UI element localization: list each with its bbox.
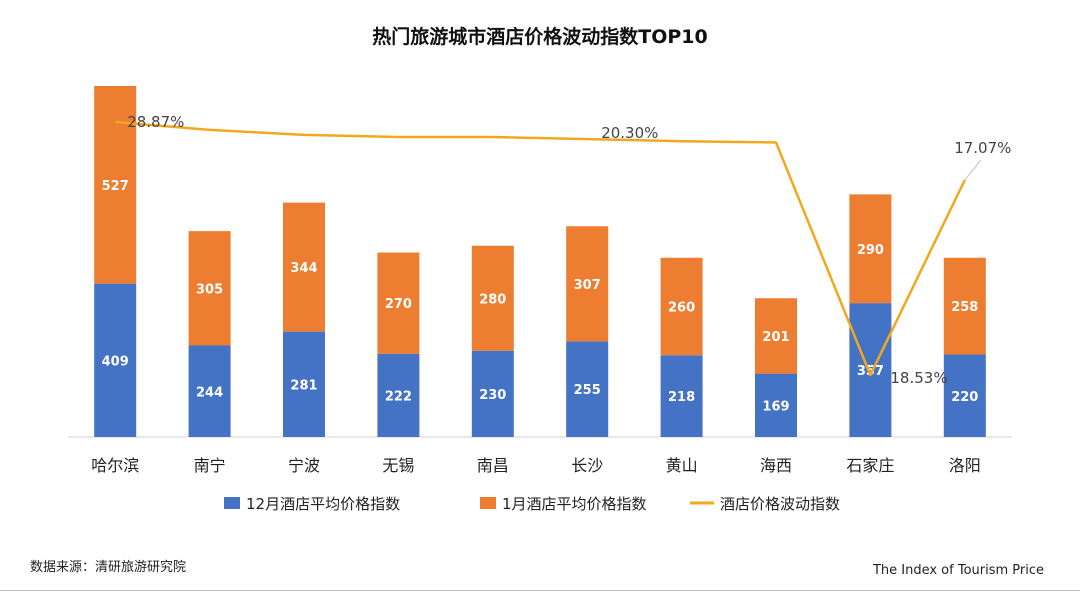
data-label-dec-1: 409 bbox=[102, 354, 129, 369]
bar-dec-8 bbox=[755, 373, 797, 437]
line-label-9: 18.53% bbox=[890, 369, 947, 387]
volatility-line bbox=[115, 120, 966, 377]
data-label-dec-6: 255 bbox=[574, 383, 601, 398]
x-tick-label-4: 无锡 bbox=[382, 456, 414, 475]
legend-swatch-dec bbox=[224, 497, 240, 509]
bar-jan-9 bbox=[849, 194, 892, 304]
x-tick-label-7: 黄山 bbox=[666, 456, 698, 475]
bar-dec-1 bbox=[94, 283, 137, 437]
data-label-dec-5: 230 bbox=[479, 388, 506, 403]
bar-dec-4 bbox=[377, 353, 420, 437]
legend-label-dec: 12月酒店平均价格指数 bbox=[246, 495, 400, 513]
data-label-jan-7: 260 bbox=[668, 301, 695, 316]
data-label-jan-6: 307 bbox=[574, 278, 601, 293]
data-label-dec-8: 169 bbox=[762, 399, 789, 414]
legend-label-jan: 1月酒店平均价格指数 bbox=[502, 495, 647, 513]
bar-dec-10 bbox=[943, 354, 986, 437]
legend-swatch-jan bbox=[480, 497, 496, 509]
footer-divider bbox=[0, 590, 1080, 591]
x-tick-label-5: 南昌 bbox=[477, 456, 509, 475]
data-label-dec-9: 357 bbox=[857, 364, 884, 379]
data-label-jan-4: 270 bbox=[385, 297, 412, 312]
bar-jan-3 bbox=[283, 202, 325, 332]
data-label-jan-8: 201 bbox=[762, 330, 789, 345]
x-tick-label-8: 海西 bbox=[760, 456, 792, 475]
x-tick-label-2: 南宁 bbox=[194, 456, 226, 475]
bar-jan-6 bbox=[566, 226, 609, 342]
bar-dec-3 bbox=[283, 331, 325, 437]
data-label-jan-9: 290 bbox=[857, 243, 884, 258]
bar-dec-5 bbox=[471, 350, 514, 437]
x-tick-label-9: 石家庄 bbox=[846, 456, 894, 475]
bar-jan-1 bbox=[94, 86, 137, 284]
line-label-6: 20.30% bbox=[601, 124, 658, 142]
x-tick-label-10: 洛阳 bbox=[949, 456, 981, 475]
bar-dec-7 bbox=[660, 355, 703, 437]
line-label-10: 17.07% bbox=[954, 139, 1011, 157]
legend-label-volatility: 酒店价格波动指数 bbox=[720, 495, 840, 513]
data-label-dec-3: 281 bbox=[290, 378, 317, 393]
line-label-leader bbox=[964, 159, 982, 181]
data-label-jan-10: 258 bbox=[951, 300, 978, 315]
bar-jan-5 bbox=[471, 245, 514, 351]
line-label-1: 28.87% bbox=[127, 113, 184, 131]
bar-jan-7 bbox=[660, 257, 703, 356]
x-tick-label-3: 宁波 bbox=[288, 456, 320, 475]
data-source-note: 数据来源：清研旅游研究院 bbox=[30, 560, 187, 575]
data-label-dec-7: 218 bbox=[668, 390, 695, 405]
data-label-jan-3: 344 bbox=[290, 261, 317, 276]
chart-title: 热门旅游城市酒店价格波动指数TOP10 bbox=[372, 26, 708, 48]
bar-jan-2 bbox=[188, 231, 231, 346]
bar-dec-6 bbox=[566, 341, 609, 437]
data-label-jan-5: 280 bbox=[479, 292, 506, 307]
bar-dec-9 bbox=[849, 303, 892, 437]
bar-jan-8 bbox=[755, 298, 797, 374]
index-name-caption: The Index of Tourism Price bbox=[872, 563, 1044, 578]
data-label-jan-1: 527 bbox=[102, 179, 129, 194]
x-tick-label-1: 哈尔滨 bbox=[91, 456, 139, 475]
x-tick-label-6: 长沙 bbox=[571, 456, 603, 475]
bar-dec-2 bbox=[188, 345, 231, 437]
data-label-dec-4: 222 bbox=[385, 389, 412, 404]
data-label-dec-2: 244 bbox=[196, 385, 223, 400]
bar-jan-10 bbox=[943, 257, 986, 355]
data-label-jan-2: 305 bbox=[196, 282, 223, 297]
bar-jan-4 bbox=[377, 252, 420, 354]
data-label-dec-10: 220 bbox=[951, 390, 978, 405]
